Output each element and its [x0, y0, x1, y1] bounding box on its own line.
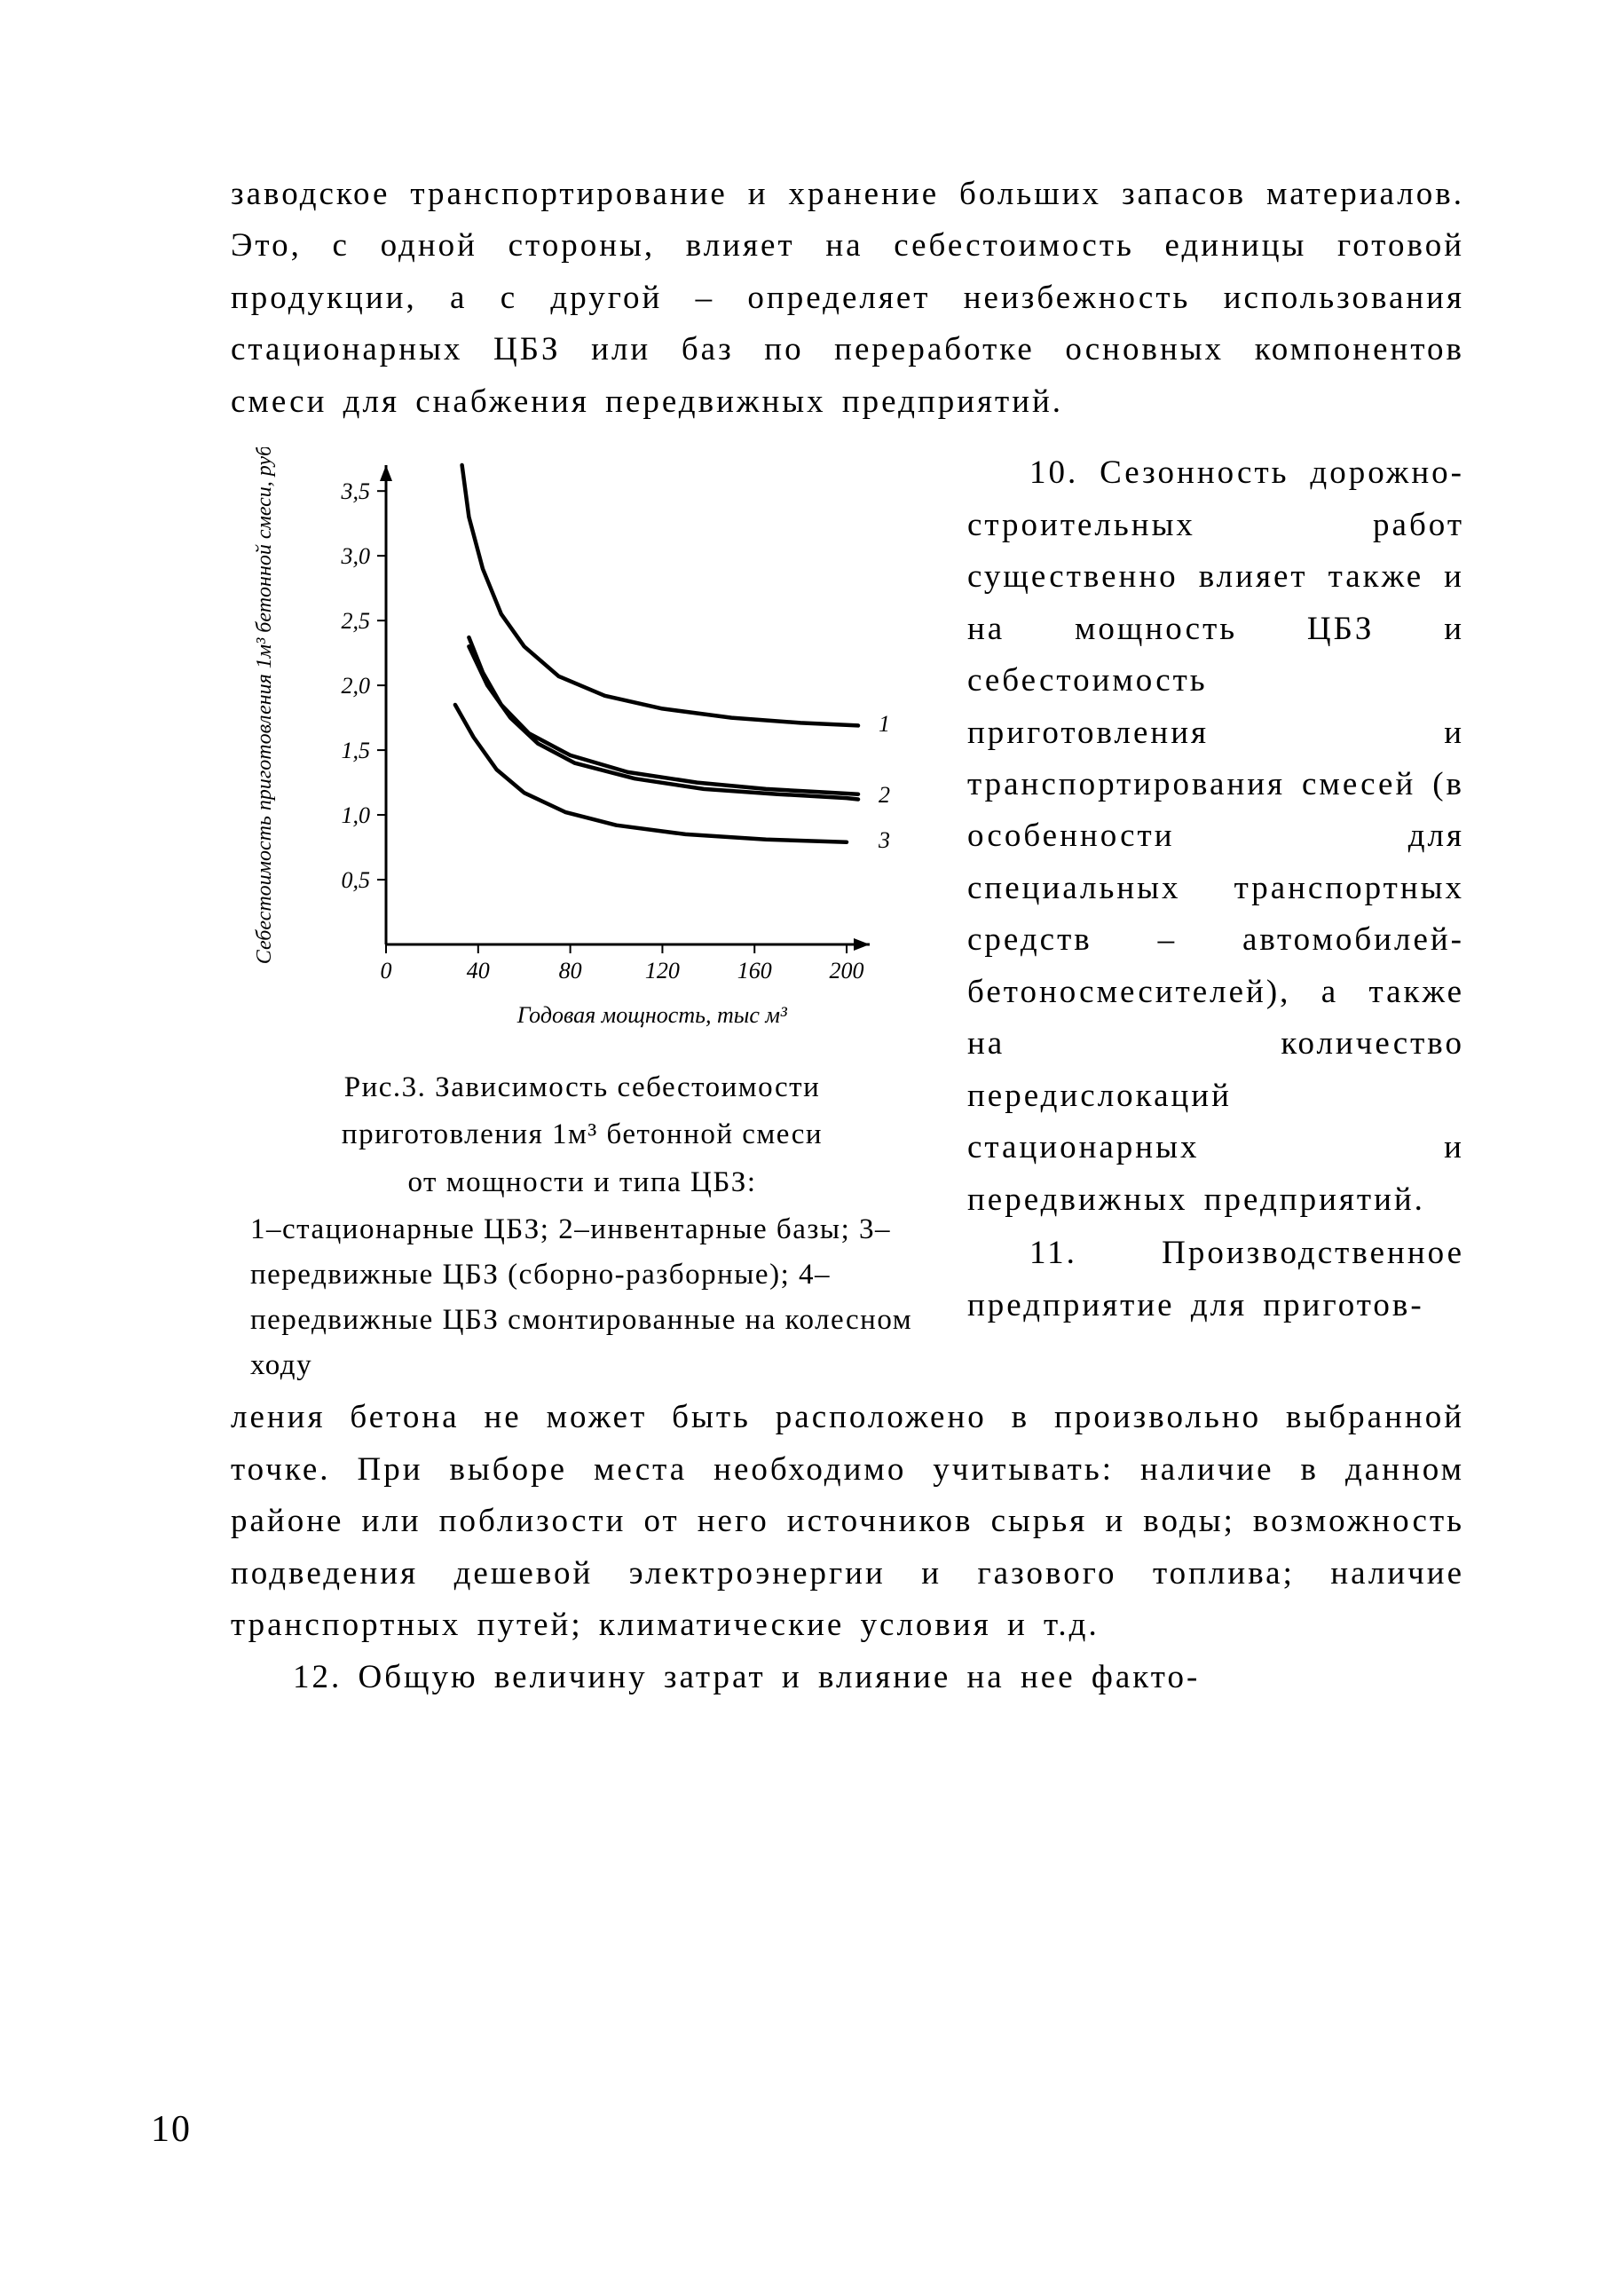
two-column-wrap: 0,5 1,0 1,5 2,0 2,5 3,0 3,5 0 40 80 120 160 200 Годов… [231, 447, 1464, 1388]
caption-line2: приготовления 1м³ бетонной смеси [250, 1112, 914, 1157]
svg-text:2,0: 2,0 [342, 673, 371, 699]
right-text-column: 10. Сезонность дорожно-строительных рабо… [967, 447, 1464, 1331]
paragraph-10: 10. Сезонность дорожно-строительных рабо… [967, 447, 1464, 1226]
paragraph-11-start: 11. Производственное предприятие для при… [967, 1228, 1464, 1331]
svg-text:2: 2 [879, 782, 890, 808]
figure-column: 0,5 1,0 1,5 2,0 2,5 3,0 3,5 0 40 80 120 160 200 Годов… [231, 447, 923, 1388]
svg-text:1: 1 [879, 711, 890, 737]
caption-title: Рис.3. Зависимость себестоимости [250, 1065, 914, 1110]
svg-text:1,5: 1,5 [342, 738, 371, 763]
svg-text:0: 0 [381, 958, 392, 983]
svg-text:1,0: 1,0 [342, 802, 371, 828]
caption-legend: 1–стационарные ЦБЗ; 2–инвентарные базы; … [250, 1213, 912, 1381]
page: заводское транспортирование и хранение б… [0, 0, 1624, 2275]
caption-line3: от мощности и типа ЦБЗ: [250, 1160, 914, 1205]
svg-text:200: 200 [830, 958, 864, 983]
figure-3-chart: 0,5 1,0 1,5 2,0 2,5 3,0 3,5 0 40 80 120 160 200 Годов… [231, 447, 923, 1033]
svg-text:120: 120 [645, 958, 680, 983]
svg-text:3,5: 3,5 [341, 478, 371, 504]
paragraph-12: 12. Общую величину затрат и влияние на н… [231, 1652, 1464, 1703]
paragraph-11-cont: ления бетона не может быть расположено в… [231, 1392, 1464, 1651]
svg-text:Годовая мощность, тыс м³: Годовая мощность, тыс м³ [516, 1002, 788, 1028]
svg-text:Себестоимость приготовления 1м: Себестоимость приготовления 1м³ бетонной… [253, 447, 276, 964]
svg-text:80: 80 [559, 958, 582, 983]
chart-svg: 0,5 1,0 1,5 2,0 2,5 3,0 3,5 0 40 80 120 160 200 Годов… [231, 447, 923, 1033]
svg-text:0,5: 0,5 [342, 867, 371, 893]
figure-3-caption: Рис.3. Зависимость себестоимости пригото… [231, 1060, 923, 1388]
page-number: 10 [151, 2108, 192, 2151]
svg-text:160: 160 [737, 958, 772, 983]
svg-text:3,0: 3,0 [341, 543, 371, 569]
svg-text:40: 40 [467, 958, 490, 983]
svg-text:2,5: 2,5 [342, 608, 371, 634]
svg-text:3: 3 [878, 828, 890, 854]
paragraph-top: заводское транспортирование и хранение б… [231, 169, 1464, 428]
